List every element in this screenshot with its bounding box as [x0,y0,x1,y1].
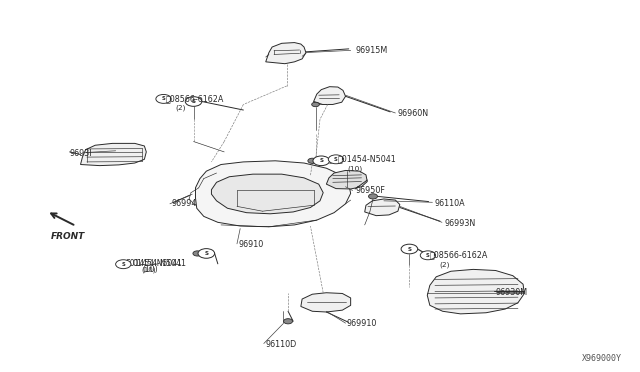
Text: 96915M: 96915M [355,46,387,55]
Text: S: S [319,158,323,163]
Circle shape [312,102,319,107]
Text: 969910: 969910 [347,320,377,328]
Circle shape [193,251,202,256]
Text: (10): (10) [143,265,158,274]
Text: 96110D: 96110D [266,340,297,349]
Text: (10): (10) [348,165,363,172]
Text: 96110A: 96110A [435,199,465,208]
Text: Ⓢ08566-6162A: Ⓢ08566-6162A [430,251,488,260]
Text: FRONT: FRONT [51,232,85,241]
Text: (10): (10) [141,266,156,273]
Polygon shape [81,143,147,166]
Text: 96993N: 96993N [445,219,476,228]
Polygon shape [428,269,524,314]
Polygon shape [326,170,367,189]
Text: S: S [334,157,338,162]
Circle shape [401,244,418,254]
Text: 96960N: 96960N [398,109,429,118]
Polygon shape [211,174,323,214]
Circle shape [313,156,330,166]
Text: 96930M: 96930M [495,288,528,297]
Text: X969000Y: X969000Y [581,354,621,363]
Polygon shape [314,87,346,105]
Text: 96910: 96910 [239,240,264,249]
Circle shape [156,94,172,103]
Polygon shape [301,293,351,312]
Text: 96994: 96994 [172,199,197,208]
Text: S: S [408,247,412,251]
Text: S: S [426,253,430,258]
Circle shape [198,248,214,258]
Text: S: S [191,99,196,104]
Circle shape [185,97,202,106]
Text: 9693I: 9693I [70,149,92,158]
Circle shape [369,194,378,199]
Text: S01454-N5041: S01454-N5041 [125,259,182,268]
Circle shape [420,251,436,260]
Text: 01454-N5041: 01454-N5041 [132,259,186,268]
Text: Ⓢ08566-6162A: Ⓢ08566-6162A [166,94,224,103]
Text: S: S [162,96,165,102]
Polygon shape [266,42,306,64]
Polygon shape [365,199,400,216]
Circle shape [116,260,131,269]
Text: (2): (2) [175,105,186,112]
Polygon shape [195,161,351,227]
Circle shape [308,158,317,163]
Circle shape [284,319,292,324]
Text: (2): (2) [440,261,450,268]
Text: S: S [122,262,125,267]
Circle shape [328,155,344,164]
Text: Ⓢ01454-N5041: Ⓢ01454-N5041 [338,155,397,164]
Text: S: S [204,251,209,256]
Text: 96950F: 96950F [355,186,385,195]
